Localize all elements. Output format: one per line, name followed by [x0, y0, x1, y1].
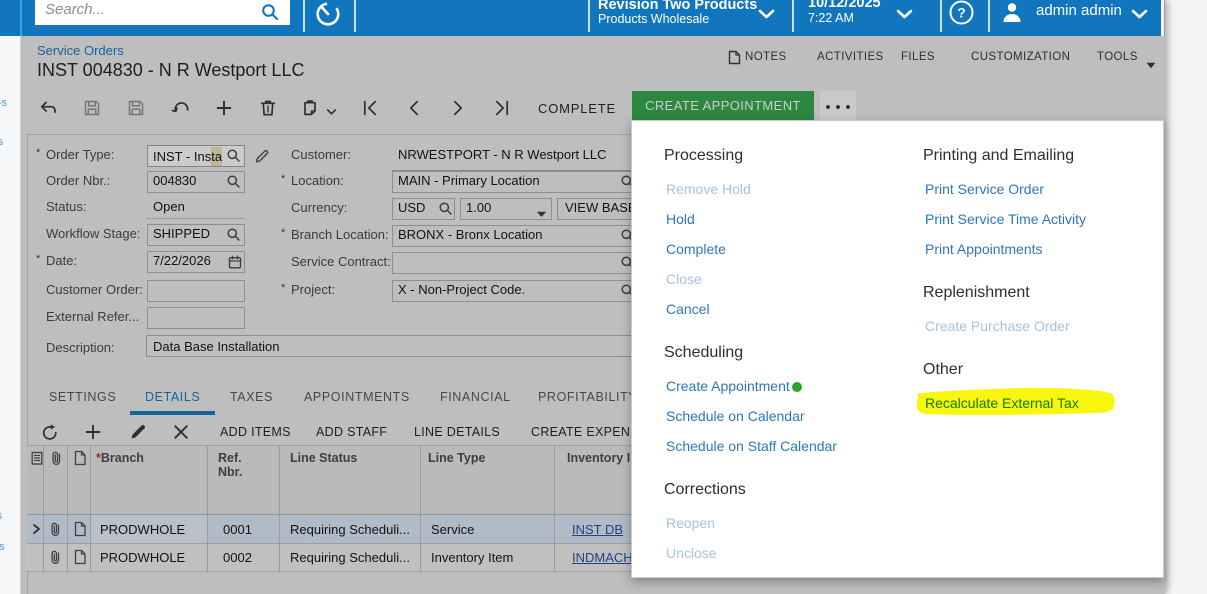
svg-text:?: ? — [957, 5, 966, 21]
